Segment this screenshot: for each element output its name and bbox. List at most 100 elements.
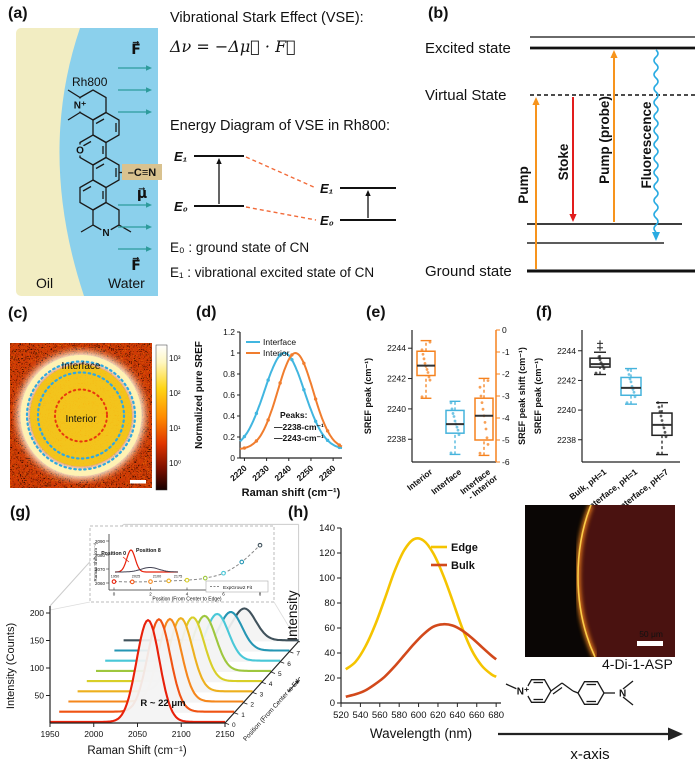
colorbar-tick-1e0: 10⁰	[169, 459, 181, 468]
e0-right-label: E₀	[320, 213, 334, 228]
svg-text:Raman Shift (cm⁻¹): Raman Shift (cm⁻¹)	[93, 542, 98, 581]
svg-text:ExpGrow2 Fit: ExpGrow2 Fit	[223, 585, 253, 591]
svg-text:2070: 2070	[95, 567, 106, 572]
virtual-state-label: Virtual State	[425, 87, 506, 104]
svg-text:-5: -5	[502, 435, 510, 445]
panel-a: (a) Rh800 N⁺ O N –C≡N μ⃗	[0, 0, 420, 300]
category-label: Interface	[429, 467, 463, 497]
svg-text:580: 580	[391, 710, 407, 721]
svg-text:3: 3	[260, 691, 264, 698]
axes: 5010015020019502000205021002150012345678	[30, 606, 300, 739]
svg-text:2242: 2242	[557, 375, 576, 385]
oil-label: Oil	[36, 275, 53, 291]
series-Edge	[345, 537, 497, 678]
e1-left-label: E₁	[174, 149, 187, 164]
panel-h-label: (h)	[288, 504, 309, 521]
asp-molecule-structure: N⁺ N 4-Di-1-ASP	[505, 656, 673, 706]
svg-text:1: 1	[230, 348, 235, 358]
svg-text:-6: -6	[502, 457, 510, 467]
svg-text:2244: 2244	[387, 343, 406, 353]
svg-text:620: 620	[430, 710, 446, 721]
svg-text:2: 2	[250, 702, 254, 709]
svg-text:Interface: Interface	[263, 337, 296, 347]
asp-molecule: N⁺ N 4-Di-1-ASP	[490, 655, 700, 720]
panel-b: (b) Excited state Virtual State Ground s…	[420, 0, 700, 300]
panel-g: (g) 50 100 150 200 1950 2000 2050 2100 2150 0 1 2 3 4…	[0, 498, 300, 766]
svg-text:2090: 2090	[95, 539, 106, 544]
vse-title: Vibrational Stark Effect (VSE):	[170, 10, 364, 26]
svg-text:SREF peak (cm⁻¹): SREF peak (cm⁻¹)	[363, 358, 373, 434]
svg-text:Position (From Center to Edge): Position (From Center to Edge)	[152, 597, 222, 603]
svg-text:2175: 2175	[174, 575, 182, 579]
svg-text:Edge: Edge	[451, 542, 478, 554]
energy-diagram-title: Energy Diagram of VSE in Rh800:	[170, 118, 390, 134]
e1-description: E₁ : vibrational excited state of CN	[170, 265, 374, 280]
interface-outer-circle	[25, 360, 137, 471]
energy-correlation-dashes	[245, 156, 317, 221]
svg-text:4: 4	[186, 592, 189, 597]
field-label-top: F⃗	[131, 40, 141, 57]
boxplot-bulk-ph-1	[589, 340, 611, 376]
svg-text:2060: 2060	[95, 581, 106, 586]
axes: 2238 2240 2242 2244	[557, 330, 680, 463]
svg-text:680: 680	[488, 710, 504, 721]
colorbar	[155, 344, 168, 491]
svg-text:1: 1	[241, 712, 245, 719]
panel-a-graphic: (a) Rh800 N⁺ O N –C≡N μ⃗	[8, 5, 396, 296]
asp-nplus-patch	[516, 684, 530, 698]
sref-image	[10, 343, 152, 488]
svg-text:—2243-cm⁻¹: —2243-cm⁻¹	[274, 433, 324, 443]
excited-state-label: Excited state	[425, 40, 511, 57]
axes: 2238 2240 2242 2244 0 -1 -2 -3 -4 -5 -6	[387, 325, 510, 467]
e1-right-label: E₁	[320, 181, 333, 196]
svg-text:50: 50	[35, 691, 45, 701]
svg-text:2240: 2240	[557, 405, 576, 415]
svg-text:1950: 1950	[41, 729, 60, 739]
svg-text:Interior: Interior	[263, 348, 290, 358]
field-label-bottom: F⃗	[131, 256, 141, 273]
svg-text:0: 0	[502, 325, 507, 335]
svg-text:SREF peak (cm⁻¹): SREF peak (cm⁻¹)	[533, 358, 543, 434]
svg-text:20: 20	[324, 673, 335, 684]
svg-text:R ~ 22 μm: R ~ 22 μm	[140, 698, 185, 709]
svg-text:540: 540	[352, 710, 368, 721]
fluorescence-micrograph: 50 μm	[525, 505, 675, 657]
svg-text:520: 520	[333, 710, 349, 721]
svg-text:2150: 2150	[216, 729, 235, 739]
svg-text:0: 0	[232, 722, 236, 729]
svg-text:2025: 2025	[132, 575, 140, 579]
svg-text:660: 660	[469, 710, 485, 721]
panel-g-label: (g)	[10, 504, 31, 521]
panel-c-label: (c)	[8, 305, 28, 322]
asp-nplus-label: N⁺	[517, 687, 530, 698]
svg-text:Interface: Interface	[429, 467, 463, 497]
svg-text:2240: 2240	[272, 463, 293, 483]
n-patch	[100, 227, 112, 238]
panel-a-label: (a)	[8, 5, 28, 22]
molecule-name-label: Rh800	[72, 75, 108, 89]
svg-text:4: 4	[269, 681, 273, 688]
micrograph-image: 50 μm	[525, 505, 675, 657]
svg-text:1.2: 1.2	[223, 327, 235, 337]
svg-text:-3: -3	[502, 391, 510, 401]
panel-f: (f) 2238 2240 2242 2244 SREF peak (cm⁻¹) Bulk…	[530, 300, 700, 505]
asp-skeleton	[505, 679, 634, 706]
stoke-arrow-label: Stoke	[556, 143, 571, 180]
svg-text:2220: 2220	[228, 463, 249, 483]
svg-text:2240: 2240	[387, 404, 406, 414]
svg-text:2100: 2100	[153, 575, 161, 579]
panel-d-chart: 0 0.2 0.4 0.6 0.8 1 1.2 2220 2230 2240 2250 2260 Ram…	[194, 327, 343, 499]
svg-text:1950: 1950	[111, 575, 119, 579]
svg-text:140: 140	[319, 523, 335, 534]
pump-arrow-label: Pump	[516, 166, 531, 204]
panel-b-graphic: (b) Excited state Virtual State Ground s…	[425, 5, 695, 280]
svg-text:2080: 2080	[95, 553, 106, 558]
panel-g-chart: 5010015020019502000205021002150012345678…	[5, 523, 300, 757]
e0-description: E₀ : ground state of CN	[170, 240, 309, 255]
svg-text:150: 150	[30, 636, 44, 646]
boxplot-interface-interior	[474, 377, 494, 457]
svg-text:2244: 2244	[557, 346, 576, 356]
energy-levels-right	[340, 187, 396, 221]
asp-name-label: 4-Di-1-ASP	[602, 656, 673, 672]
